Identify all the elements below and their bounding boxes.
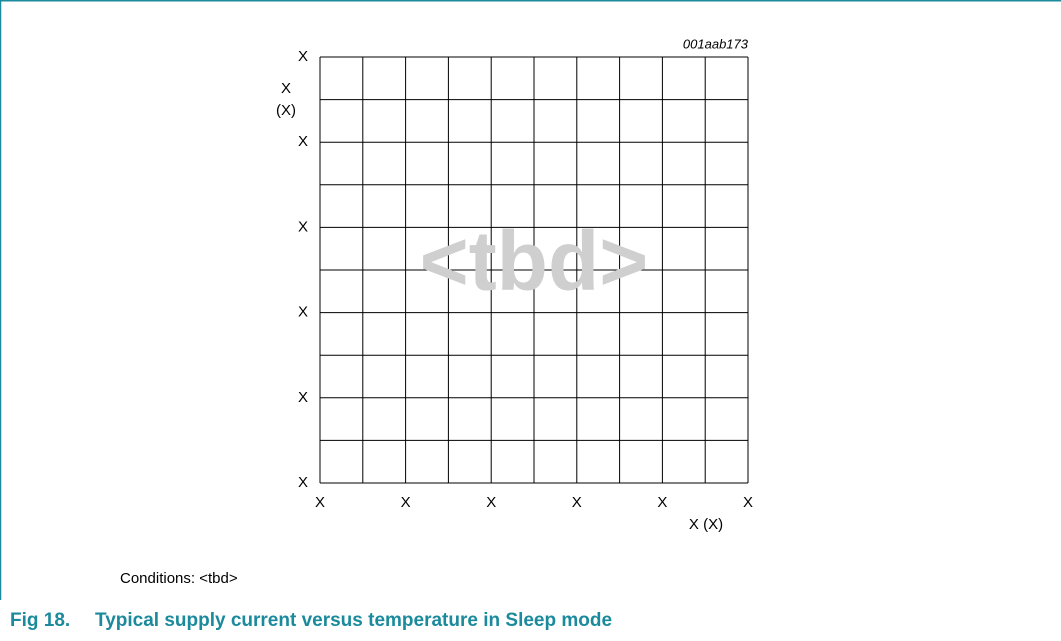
x-tick-label: X	[743, 494, 753, 511]
y-axis-label: (X)	[276, 102, 296, 119]
x-tick-label: X	[657, 494, 667, 511]
y-tick-label: X	[298, 218, 308, 235]
x-tick-label: X	[315, 494, 325, 511]
caption-title: Typical supply current versus temperatur…	[95, 610, 612, 631]
watermark: <tbd>	[420, 214, 649, 308]
y-tick-label: X	[298, 48, 308, 65]
grid	[319, 56, 749, 484]
y-axis-label: X	[281, 80, 291, 97]
y-tick-label: X	[298, 389, 308, 406]
y-tick-label: X	[298, 474, 308, 491]
y-tick-label: X	[298, 133, 308, 150]
caption-number: Fig 18.	[10, 610, 70, 631]
x-axis-label: X (X)	[689, 516, 723, 533]
x-tick-label: X	[572, 494, 582, 511]
y-tick-label: X	[298, 304, 308, 321]
x-tick-label: X	[486, 494, 496, 511]
x-tick-label: X	[401, 494, 411, 511]
figure-id: 001aab173	[683, 36, 749, 51]
conditions: Conditions: <tbd>	[120, 570, 238, 587]
